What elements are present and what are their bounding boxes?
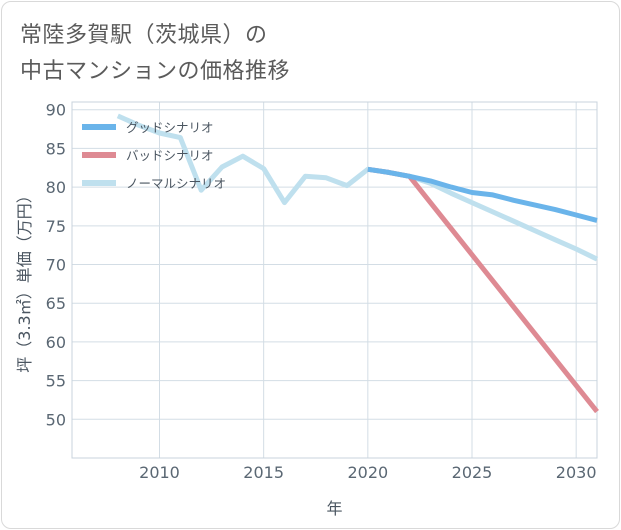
x-axis-title: 年 xyxy=(326,499,342,518)
x-tick-label: 2030 xyxy=(556,463,597,482)
x-tick-label: 2010 xyxy=(139,463,180,482)
y-tick-label: 60 xyxy=(46,333,66,352)
y-tick-label: 65 xyxy=(46,294,66,313)
y-tick-label: 75 xyxy=(46,217,66,236)
y-tick-label: 55 xyxy=(46,372,66,391)
y-tick-label: 50 xyxy=(46,410,66,429)
axes xyxy=(71,101,598,459)
legend-label: ノーマルシナリオ xyxy=(126,176,226,191)
y-tick-label: 80 xyxy=(46,178,66,197)
y-axis-title: 坪（3.3㎡）単価（万円） xyxy=(15,187,34,372)
x-tick-label: 2025 xyxy=(452,463,493,482)
grid xyxy=(72,102,597,458)
tick-labels: 50 55 60 65 70 75 80 85 90 2010 2015 2020 2025 2030 xyxy=(46,101,597,482)
plot-area xyxy=(71,101,598,459)
legend-label: グッドシナリオ xyxy=(126,120,214,135)
y-tick-label: 70 xyxy=(46,256,66,275)
x-tick-label: 2015 xyxy=(243,463,284,482)
series-line-1 xyxy=(367,166,598,223)
y-tick-label: 85 xyxy=(46,139,66,158)
y-tick-label: 90 xyxy=(46,101,66,120)
series-line-3 xyxy=(116,113,599,262)
series-lines xyxy=(116,113,599,414)
legend-label: バッドシナリオ xyxy=(126,148,214,163)
chart-title: 常陸多賀駅（茨城県）の 中古マンションの価格推移 xyxy=(20,23,291,84)
x-tick-label: 2020 xyxy=(347,463,388,482)
